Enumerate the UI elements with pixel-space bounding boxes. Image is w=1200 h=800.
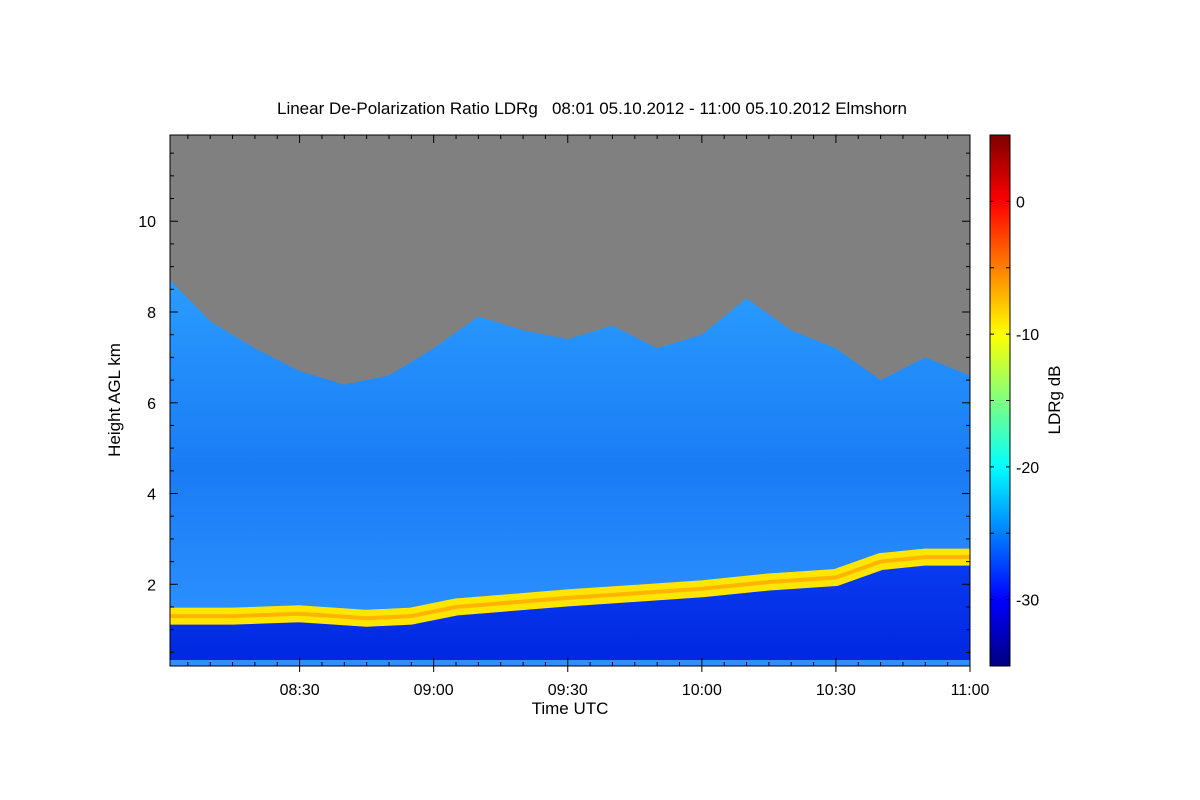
plot-area [170, 135, 970, 666]
y-tick-label: 8 [147, 305, 156, 322]
x-tick-label: 08:30 [280, 682, 320, 699]
y-axis: 2 4 6 8 10 [138, 152, 970, 653]
colorbar-tick-label: -10 [1016, 327, 1039, 344]
x-tick-label: 10:00 [682, 682, 722, 699]
x-tick-label: 11:00 [951, 682, 990, 699]
y-tick-label: 6 [147, 396, 156, 413]
boundary-layer-band-core [170, 555, 970, 621]
y-tick-label: 2 [147, 577, 156, 594]
colorbar-tick-label: 0 [1016, 194, 1025, 211]
x-axis: 08:30 09:00 09:30 10:00 10:30 11:00 [187, 135, 990, 699]
y-tick-label: 10 [138, 214, 156, 231]
colorbar-label: LDRg dB [1045, 366, 1064, 435]
colorbar-tick-label: -20 [1016, 460, 1039, 477]
plot-frame [169, 134, 971, 667]
chart-title: Linear De-Polarization Ratio LDRg 08:01 … [277, 99, 907, 118]
colorbar-axis: 0 -10 -20 -30 [990, 134, 1039, 667]
cloud-region [170, 280, 970, 619]
x-tick-label: 09:30 [548, 682, 588, 699]
y-tick-label: 4 [147, 487, 156, 504]
colorbar-tick-label: -30 [1016, 593, 1039, 610]
x-axis-label: Time UTC [532, 699, 609, 718]
ground-strip [170, 660, 970, 666]
y-axis-label: Height AGL km [105, 343, 124, 457]
x-tick-label: 09:00 [414, 682, 454, 699]
x-tick-label: 10:30 [816, 682, 856, 699]
